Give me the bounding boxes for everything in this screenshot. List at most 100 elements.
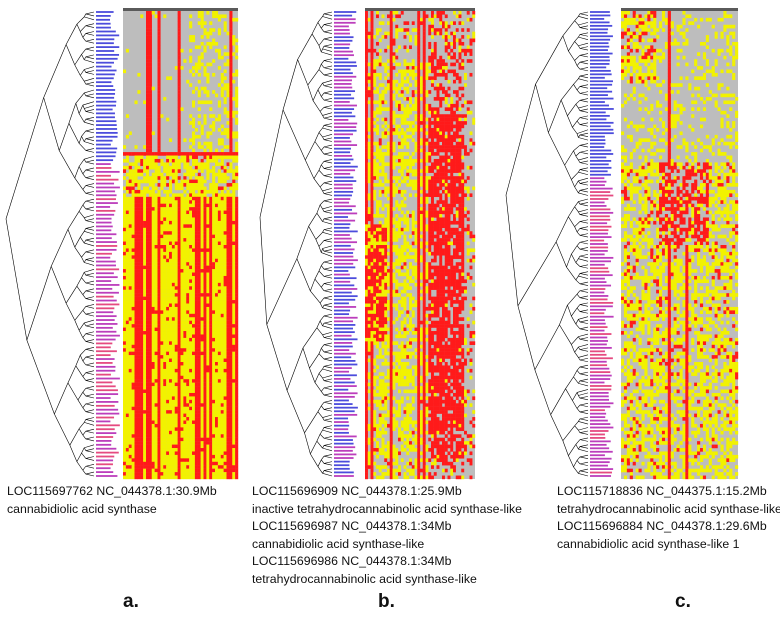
heatmap-cell [189,245,193,249]
heatmap-cell [442,21,445,25]
heatmap-cell [151,172,155,177]
heatmap-cell [186,279,190,284]
heatmap-cell [177,279,181,284]
heatmap-cell [151,389,155,394]
heatmap-cell [140,251,144,256]
heatmap-cell [148,69,152,74]
leaf-label [96,14,111,17]
heatmap-cell [143,344,147,349]
heatmap-cell [232,110,236,115]
heatmap-cell [206,341,210,345]
heatmap-cell [229,145,233,149]
heatmap-cell [148,372,152,376]
heatmap-cell [177,275,181,280]
dendrogram-branch [315,239,320,247]
heatmap-cell [123,214,127,218]
heatmap-cell [217,337,221,342]
heatmap-cell [200,241,204,246]
dendrogram-branch [83,217,87,221]
heatmap-cell [180,375,184,380]
heatmap-cell [123,200,127,204]
heatmap-cell [123,386,127,390]
heatmap-cell [223,368,227,373]
heatmap-cell [171,472,175,476]
heatmap-cell [146,334,150,339]
heatmap-cell [151,413,155,418]
heatmap-cell [215,172,219,177]
heatmap-cell [212,410,216,414]
heatmap-cell [125,396,129,401]
heatmap-cell [140,413,144,418]
heatmap-cell [232,337,236,342]
heatmap-cell [140,293,144,297]
heatmap-cell [217,114,221,118]
heatmap-cell [125,210,129,215]
heatmap-cell [197,121,201,125]
heatmap-cell [140,303,144,308]
heatmap-cell [194,286,198,290]
heatmap-cell [163,258,167,263]
heatmap-cell [131,193,135,198]
heatmap-cell [400,11,404,15]
heatmap-cell [143,458,147,462]
heatmap-cell [232,331,236,335]
dendrogram-branch [85,393,95,397]
heatmap-cell [186,224,190,228]
heatmap-cell [203,300,207,304]
heatmap-cell [123,300,127,304]
heatmap-cell [232,193,236,198]
heatmap-cell [125,231,129,235]
heatmap-cell [180,107,184,111]
heatmap-cell [180,382,184,387]
heatmap-cell [203,272,207,277]
leaf-label [96,206,111,208]
heatmap-cell [174,465,178,469]
heatmap-cell [125,454,129,459]
heatmap-cell [157,52,161,56]
dendrogram-branch [82,290,87,295]
heatmap-cell [206,306,210,311]
heatmap-cell [137,348,141,352]
heatmap-cell [143,303,147,308]
heatmap-cell [134,386,138,390]
heatmap-cell [192,207,196,211]
heatmap-cell [174,220,178,225]
heatmap-cell [157,454,161,459]
heatmap-cell [235,269,239,273]
heatmap-cell [166,293,170,297]
heatmap-cell [229,114,233,118]
heatmap-cell [186,169,190,173]
dendrogram-branch [84,319,95,324]
heatmap-cell [183,313,187,318]
dendrogram-branch [85,56,95,60]
heatmap-cell [223,327,227,332]
heatmap-cell [131,379,135,383]
heatmap-cell [206,231,210,235]
heatmap-cell [163,183,167,187]
dendrogram-branch [54,413,71,446]
heatmap-cell [183,258,187,263]
leaf-label [334,144,358,146]
heatmap-cell [183,158,187,163]
heatmap-cell [157,66,161,70]
heatmap-cell [177,107,181,111]
heatmap-cell [128,451,132,456]
heatmap-cell [232,155,236,160]
heatmap-cell [177,406,181,411]
heatmap-cell [226,282,230,287]
heatmap-cell [169,365,173,370]
heatmap-cell [166,320,170,325]
heatmap-cell [215,214,219,218]
heatmap-cell [417,11,421,15]
heatmap-cell [197,251,201,256]
leaf-label [96,381,113,384]
heatmap-cell [189,203,193,208]
heatmap [365,8,476,480]
heatmap-cell [140,313,144,318]
heatmap-cell [143,176,147,180]
heatmap-cell [192,279,196,284]
heatmap-cell [203,179,207,184]
heatmap-cell [381,14,385,19]
heatmap-cell [223,231,227,235]
heatmap-cell [125,200,129,204]
